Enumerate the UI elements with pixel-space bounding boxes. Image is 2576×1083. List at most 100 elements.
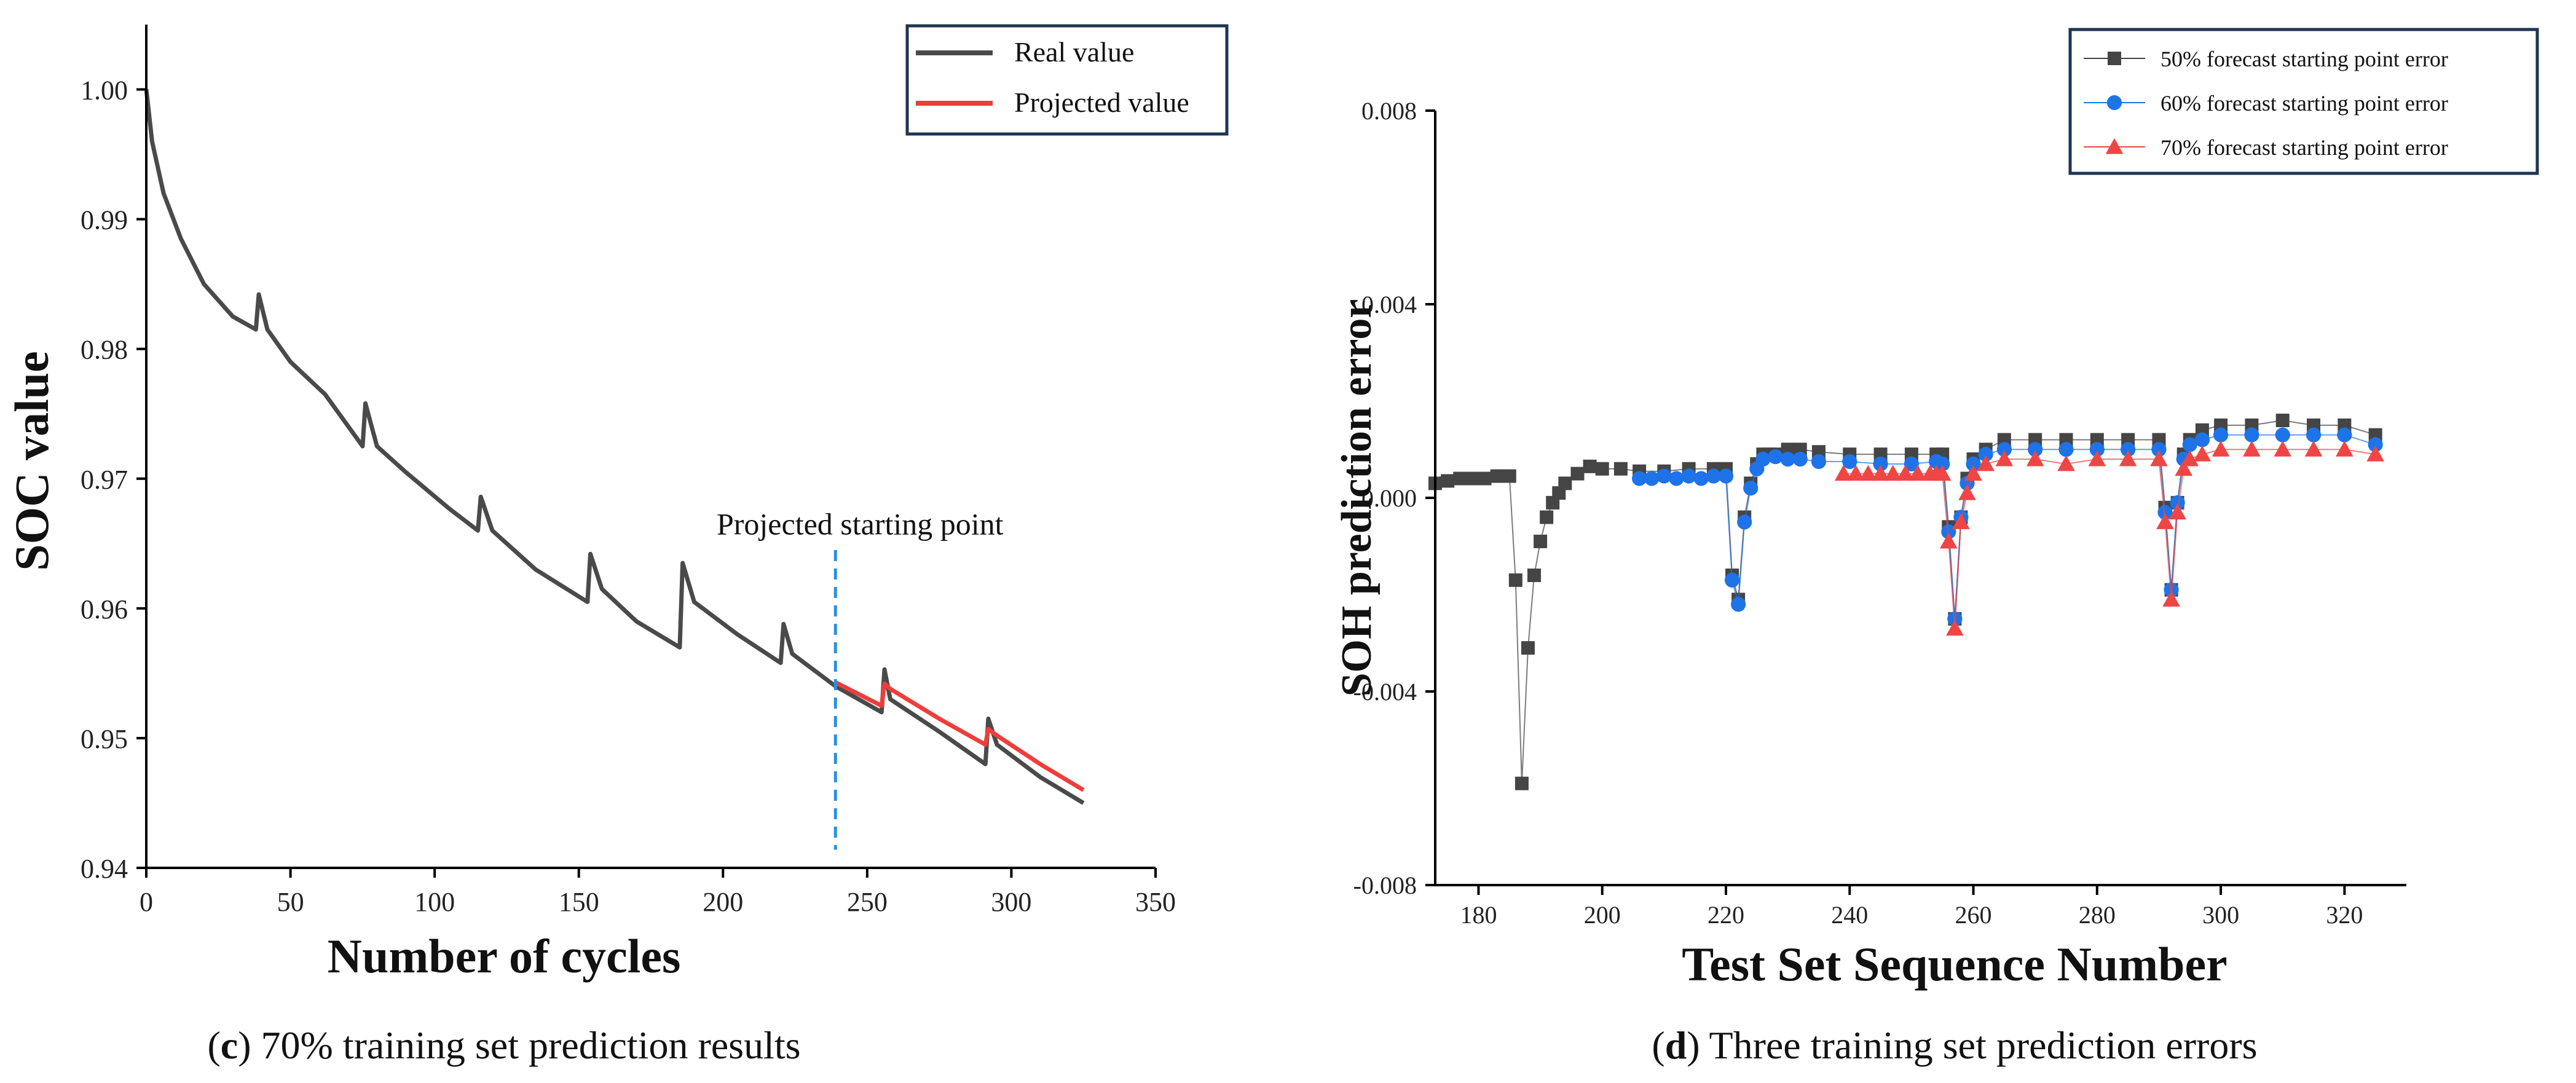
panel-d-point-50 bbox=[1595, 462, 1609, 476]
panel-d-y-tick-label: 0.008 bbox=[1361, 97, 1417, 125]
panel-d-point-60 bbox=[1768, 449, 1783, 465]
panel-d-point-60 bbox=[1743, 481, 1759, 496]
panel-d-y-tick-label: -0.008 bbox=[1353, 872, 1417, 899]
panel-d-point-70 bbox=[2156, 513, 2174, 529]
panel-d-point-70 bbox=[2366, 445, 2384, 462]
panel-d-point-60 bbox=[2170, 495, 2185, 510]
panel-d-point-60 bbox=[1737, 514, 1752, 530]
panel-d-point-50 bbox=[1453, 471, 1467, 486]
panel-c-chart: 0 50 100 150 200 250 300 350 0.94 0.95 0.96 0.97 0.9… bbox=[5, 24, 1229, 1067]
panel-d-point-50 bbox=[1583, 459, 1597, 473]
panel-d-point-50 bbox=[1478, 471, 1492, 486]
panel-d-point-70 bbox=[1834, 465, 1853, 481]
panel-d-point-70 bbox=[2150, 450, 2168, 467]
panel-d-x-tick-label: 200 bbox=[1584, 901, 1621, 929]
panel-d-point-60 bbox=[1669, 471, 1684, 486]
panel-d-point-70 bbox=[1958, 484, 1976, 500]
panel-d-tick-marks bbox=[1425, 109, 2346, 895]
panel-d-point-60 bbox=[1811, 454, 1827, 470]
panel-c-y-tick-label: 0.96 bbox=[81, 594, 128, 624]
panel-c-x-tick-label: 50 bbox=[277, 887, 304, 917]
panel-d-point-60 bbox=[1731, 597, 1746, 612]
panel-c-caption-text: 70% training set prediction results bbox=[251, 1023, 801, 1067]
panel-d-point-60 bbox=[2151, 442, 2167, 457]
panel-d-point-70 bbox=[2193, 445, 2212, 462]
panel-d-point-60 bbox=[1755, 451, 1771, 467]
panel-d-point-60 bbox=[2213, 427, 2229, 443]
panel-d-point-60 bbox=[1644, 471, 1660, 486]
panel-c-legend: Real value Projected value bbox=[905, 24, 1229, 136]
panel-d-point-60 bbox=[1780, 451, 1795, 467]
panel-c-y-tick-label: 1.00 bbox=[81, 76, 128, 106]
panel-d-point-70 bbox=[2168, 503, 2186, 520]
panel-d-point-50 bbox=[1441, 474, 1455, 488]
panel-d-point-50 bbox=[1490, 469, 1504, 483]
panel-d-point-70 bbox=[1946, 620, 1964, 636]
panel-d-point-70 bbox=[1872, 465, 1889, 481]
panel-d-point-70 bbox=[1952, 513, 1970, 529]
panel-c-x-tick-label: 350 bbox=[1135, 887, 1176, 917]
panel-c-x-tick-label: 250 bbox=[847, 887, 888, 917]
panel-d-point-60 bbox=[1904, 456, 1920, 471]
panel-c-x-tick-label: 150 bbox=[559, 887, 599, 917]
panel-d-point-70 bbox=[1964, 465, 1982, 481]
panel-d-point-70 bbox=[1908, 465, 1927, 481]
panel-d-point-60 bbox=[2089, 442, 2105, 457]
panel-c-legend-label-real: Real value bbox=[1014, 36, 1134, 68]
panel-d-x-tick-label: 320 bbox=[2326, 901, 2363, 929]
panel-d-point-50 bbox=[1613, 462, 1628, 476]
panel-d-x-tick-label: 220 bbox=[1707, 901, 1744, 929]
panel-c-x-tick-label: 100 bbox=[414, 887, 455, 917]
panel-d-tick-labels: 180 200 220 240 260 280 300 320 -0.008 -0.004 0.00… bbox=[1353, 97, 2363, 929]
panel-d-point-60 bbox=[1941, 524, 1956, 540]
panel-d-point-70 bbox=[2181, 450, 2199, 467]
panel-c-y-tick-label: 0.98 bbox=[81, 335, 128, 365]
panel-c-legend-box bbox=[905, 24, 1229, 136]
panel-d-point-70 bbox=[2274, 440, 2292, 457]
panel-c-x-axis-label: Number of cycles bbox=[328, 929, 681, 983]
panel-d-point-70 bbox=[1896, 465, 1915, 481]
panel-d-legend-marker-50 bbox=[2108, 52, 2121, 65]
panel-d-point-50 bbox=[1521, 641, 1535, 655]
panel-d-point-70 bbox=[2243, 440, 2261, 457]
panel-d-point-50 bbox=[1465, 471, 1479, 486]
panel-d-point-50 bbox=[1558, 476, 1572, 490]
panel-c-series-projected-line bbox=[834, 680, 1085, 792]
panel-d-legend: 50% forecast starting point error 60% for… bbox=[2068, 28, 2539, 175]
panel-d-series bbox=[1428, 414, 2384, 790]
panel-c-y-tick-label: 0.97 bbox=[81, 465, 128, 495]
panel-c-x-tick-label: 200 bbox=[703, 887, 743, 917]
panel-d-y-tick-label: 0.004 bbox=[1361, 291, 1417, 318]
panel-d-point-60 bbox=[1935, 456, 1950, 471]
panel-d-point-60 bbox=[2368, 437, 2383, 452]
panel-d-point-60 bbox=[2121, 442, 2136, 457]
panel-d-y-tick-label: -0.004 bbox=[1353, 678, 1417, 706]
panel-c-x-tick-label: 0 bbox=[140, 887, 153, 917]
panel-d-point-70 bbox=[2057, 455, 2075, 471]
panel-d-point-70 bbox=[2212, 440, 2230, 457]
panel-d-point-60 bbox=[1792, 451, 1808, 467]
panel-d-x-tick-label: 180 bbox=[1460, 901, 1497, 929]
panel-d-legend-marker-60 bbox=[2106, 95, 2122, 111]
panel-d-point-70 bbox=[1933, 465, 1952, 481]
panel-d-x-tick-label: 260 bbox=[1955, 901, 1992, 929]
panel-d-point-60 bbox=[1842, 454, 1857, 470]
panel-d-point-70 bbox=[2336, 440, 2353, 457]
panel-d-point-60 bbox=[2028, 442, 2043, 457]
panel-d-point-60 bbox=[2194, 432, 2210, 447]
panel-d-point-50 bbox=[1502, 469, 1516, 483]
panel-d-legend-label-60: 60% forecast starting point error bbox=[2160, 91, 2448, 116]
panel-d-legend-label-50: 50% forecast starting point error bbox=[2160, 47, 2448, 71]
panel-c-y-tick-label: 0.95 bbox=[81, 724, 128, 754]
panel-c-y-tick-label: 0.99 bbox=[81, 205, 128, 235]
panel-d-caption-text: Three training set prediction errors bbox=[1700, 1023, 2258, 1067]
panel-d-point-70 bbox=[1847, 465, 1865, 481]
panel-d-point-60 bbox=[2157, 505, 2173, 520]
panel-d-y-tick-label: 0.000 bbox=[1361, 484, 1417, 512]
panel-c-legend-label-projected: Projected value bbox=[1014, 87, 1189, 118]
panel-d-point-70 bbox=[1995, 450, 2014, 467]
panel-c-caption: (c) 70% training set prediction results bbox=[207, 1023, 800, 1067]
panel-d-point-50 bbox=[1527, 569, 1542, 582]
panel-c-caption-letter: c bbox=[221, 1023, 238, 1067]
panel-d-point-60 bbox=[1978, 447, 1993, 462]
